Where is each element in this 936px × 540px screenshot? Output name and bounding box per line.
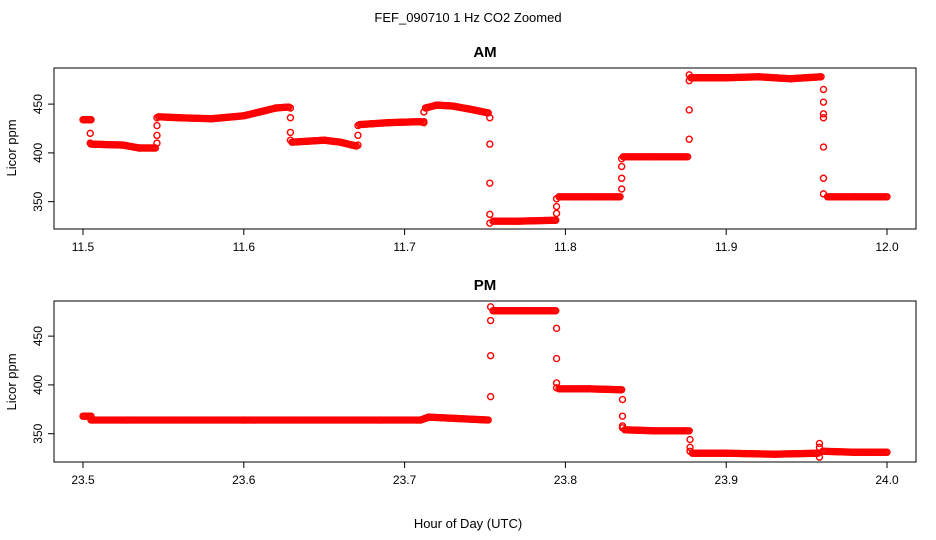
data-point: [153, 114, 161, 122]
data-point: [819, 114, 828, 122]
data-point: [817, 73, 825, 81]
figure-title: FEF_090710 1 Hz CO2 Zoomed: [374, 10, 561, 25]
data-point: [552, 202, 561, 211]
data-point: [153, 139, 161, 147]
data-point: [685, 106, 693, 114]
data-point: [286, 128, 295, 137]
x-tick-label: 11.5: [72, 240, 95, 254]
data-point: [617, 174, 626, 182]
data-point: [486, 179, 494, 187]
x-tick-label: 23.8: [554, 473, 578, 487]
data-point: [617, 162, 626, 171]
data-point: [552, 354, 561, 363]
panel-am: AM Licor ppm 11.5 11.6 11.7 11.8 11.9 12.0 350…: [4, 44, 917, 254]
panel-pm: PM Licor ppm 23.5 23.6 23.7 23.8 23.9 24.0 350…: [4, 277, 917, 487]
data-point: [819, 190, 828, 198]
x-tick-label: 24.0: [875, 473, 899, 487]
x-tick-label: 11.8: [554, 240, 577, 254]
data-point: [815, 439, 824, 448]
data-point: [685, 427, 693, 435]
data-point: [815, 453, 824, 461]
data-point: [354, 141, 362, 149]
y-tick-label: 450: [31, 326, 45, 346]
data-point: [883, 193, 891, 201]
data-point: [486, 114, 494, 122]
data-point: [354, 131, 362, 140]
x-tick-label: 11.9: [715, 240, 738, 254]
data-point: [819, 143, 828, 151]
panel-title: AM: [473, 44, 496, 61]
plot-frame: [53, 300, 917, 463]
x-tick-label: 11.6: [233, 240, 256, 254]
data-point: [686, 447, 694, 455]
data-point: [354, 121, 362, 130]
data-point: [618, 424, 627, 432]
data-points: [79, 303, 891, 461]
data-point: [616, 193, 624, 201]
data-point: [153, 121, 161, 130]
data-point: [819, 98, 828, 106]
data-point: [420, 117, 428, 126]
x-tick-label: 11.7: [393, 240, 416, 254]
x-tick-label: 23.9: [715, 473, 739, 487]
x-tick-label: 23.5: [71, 473, 95, 487]
axes: 11.5 11.6 11.7 11.8 11.9 12.0 350 400 450: [31, 94, 899, 254]
data-point: [618, 395, 627, 404]
y-tick-label: 350: [31, 191, 45, 211]
data-point: [486, 351, 495, 360]
x-tick-label: 23.6: [232, 473, 256, 487]
data-point: [486, 210, 494, 219]
data-point: [617, 155, 626, 163]
y-tick-label: 400: [31, 143, 45, 163]
data-point: [552, 209, 561, 218]
data-point: [618, 412, 627, 420]
x-axis-label: Hour of Day (UTC): [414, 516, 522, 531]
data-point: [552, 384, 561, 392]
x-tick-label: 12.0: [875, 240, 899, 254]
data-point: [484, 416, 492, 424]
data-point: [552, 216, 560, 224]
data-point: [486, 392, 495, 401]
data-point: [686, 435, 694, 444]
data-point: [685, 71, 693, 79]
data-point: [552, 307, 560, 315]
y-tick-label: 450: [31, 94, 45, 114]
data-point: [286, 136, 295, 144]
y-tick-label: 400: [31, 375, 45, 395]
panel-title: PM: [474, 277, 497, 294]
data-point: [552, 195, 561, 203]
data-point: [86, 139, 94, 147]
data-point: [815, 443, 824, 452]
data-point: [819, 174, 828, 182]
data-point: [286, 104, 295, 112]
y-axis-label: Licor ppm: [4, 353, 19, 410]
data-point: [686, 443, 694, 452]
data-point: [420, 108, 428, 116]
data-point: [86, 116, 94, 124]
data-point: [819, 85, 828, 94]
data-point: [552, 379, 561, 387]
data-point: [153, 131, 161, 140]
x-tick-label: 23.7: [393, 473, 417, 487]
y-axis-label: Licor ppm: [4, 119, 19, 176]
data-points: [79, 71, 891, 227]
data-point: [86, 129, 94, 138]
data-point: [286, 114, 295, 122]
axes: 23.5 23.6 23.7 23.8 23.9 24.0 350 400 450: [31, 326, 899, 487]
data-point: [486, 316, 495, 325]
data-point: [819, 110, 828, 118]
data-point: [617, 386, 626, 394]
data-point: [617, 185, 626, 193]
data-point: [683, 153, 692, 161]
y-tick-label: 350: [31, 423, 45, 443]
data-point: [883, 448, 891, 456]
data-point: [552, 324, 561, 333]
data-point: [486, 219, 494, 227]
data-point: [685, 135, 693, 143]
plot-frame: [53, 67, 917, 230]
data-point: [486, 140, 494, 148]
data-point: [486, 303, 495, 311]
